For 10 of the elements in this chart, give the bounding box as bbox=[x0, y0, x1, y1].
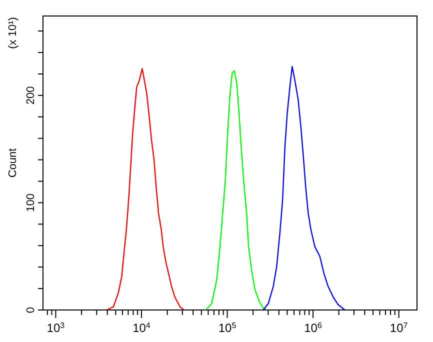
x-tick-label: 10$^{4}$ bbox=[132, 320, 151, 335]
y-tick-label: 0 bbox=[25, 306, 37, 314]
y-tick-label: 200 bbox=[25, 86, 37, 105]
x-tick-label: 10$^{6}$ bbox=[304, 320, 322, 335]
x-tick-label: 10$^{3}$ bbox=[46, 320, 66, 335]
y-tick-label: 100 bbox=[25, 194, 37, 212]
y-axis-title: Count bbox=[7, 148, 19, 178]
x-tick-label: 10$^{7}$ bbox=[390, 320, 408, 335]
x-tick-label: 10$^{5}$ bbox=[218, 320, 237, 335]
text: (x 10¹) bbox=[7, 17, 19, 49]
